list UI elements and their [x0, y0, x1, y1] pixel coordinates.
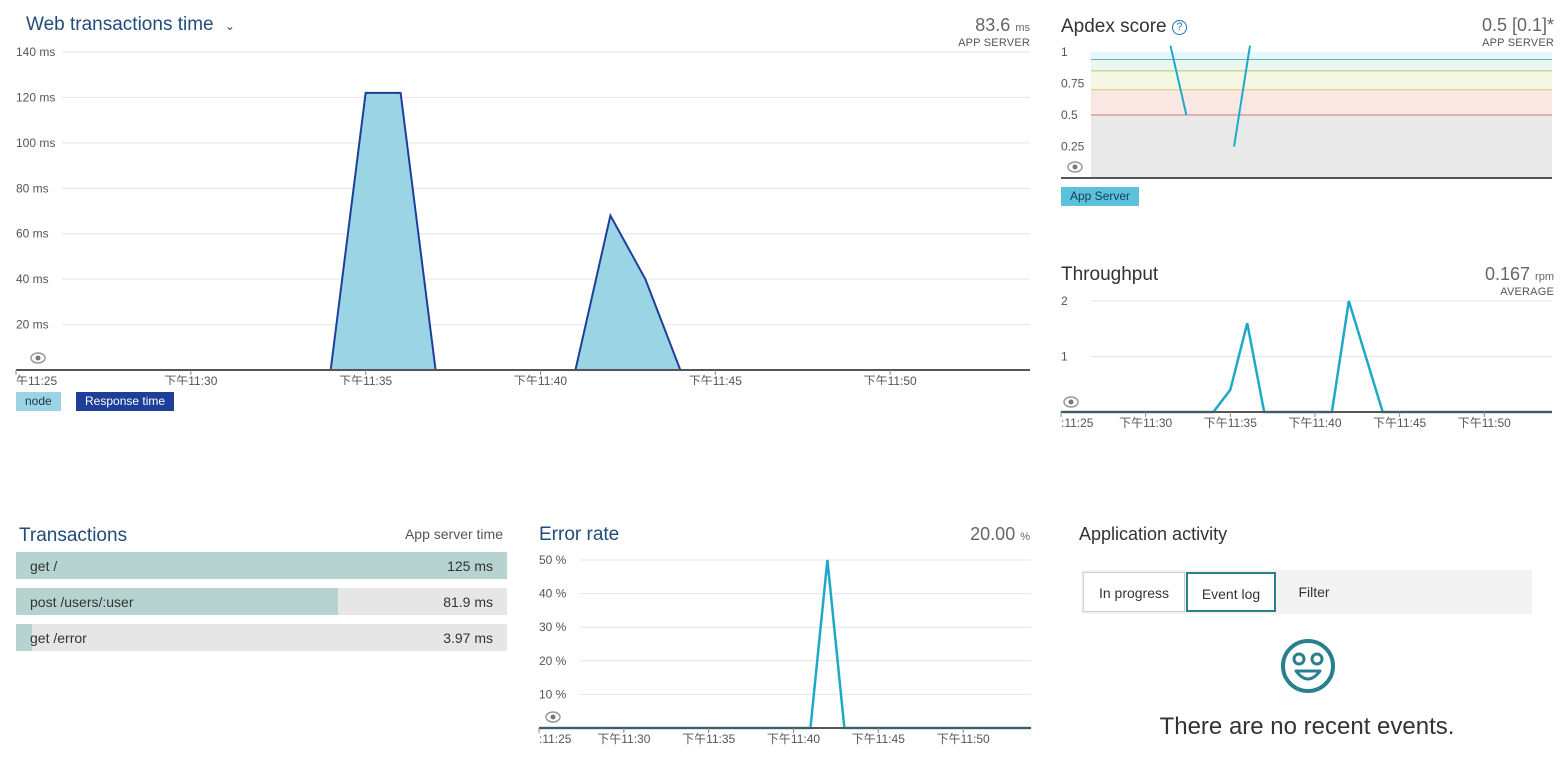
x-tick-label: :11:25	[539, 732, 572, 746]
y-tick-label: 1	[1061, 350, 1068, 364]
error-rate-metric: 20.00 %	[970, 524, 1030, 545]
smiley-icon	[1281, 639, 1335, 693]
no-events-message: There are no recent events.	[1159, 713, 1455, 740]
y-tick-label: 50 %	[539, 553, 567, 567]
tab-filter[interactable]: Filter	[1298, 584, 1330, 600]
y-tick-label: 1	[1061, 45, 1068, 59]
transactions-title[interactable]: Transactions	[19, 525, 128, 546]
zoom-reset-icon-pupil	[1068, 399, 1074, 405]
transaction-time: 125 ms	[447, 558, 493, 574]
node-area	[16, 92, 1030, 370]
throughput-chart[interactable]: 2 1 :11:25 下午11:30 下午11:35 下午11:40 下午11:45 下午11…	[1058, 290, 1558, 435]
transaction-row[interactable]: get / 125 ms	[16, 552, 507, 579]
apdex-title: Apdex score ?	[1061, 16, 1187, 38]
help-icon[interactable]: ?	[1171, 20, 1187, 35]
zoom-reset-icon-pupil	[1072, 164, 1078, 170]
transaction-name: get /	[30, 558, 58, 574]
apdex-line-segment	[1233, 45, 1251, 147]
legend-response-time[interactable]: Response time	[76, 392, 175, 411]
x-tick-label: 下午11:50	[1458, 416, 1511, 430]
apdex-band-unacceptable	[1091, 115, 1552, 178]
transaction-name: post /users/:user	[30, 594, 134, 610]
x-tick-label: 下午11:45	[689, 374, 742, 385]
y-tick-label: 140 ms	[16, 45, 55, 59]
y-tick-label: 40 %	[539, 587, 567, 601]
error-rate-line	[539, 559, 1031, 730]
transaction-time-bar	[16, 588, 338, 615]
x-tick-label: 下午11:35	[339, 374, 392, 385]
apdex-band-fair	[1091, 70, 1552, 90]
y-tick-label: 0.25	[1061, 140, 1085, 154]
transactions-column-label: App server time	[404, 526, 503, 542]
x-tick-label: :11:25	[1061, 416, 1094, 430]
transaction-name: get /error	[30, 630, 87, 646]
x-tick-label: 下午11:50	[937, 732, 990, 746]
y-tick-label: 30 %	[539, 620, 567, 634]
apdex-line-segment	[1169, 45, 1188, 116]
y-tick-label: 2	[1061, 294, 1068, 308]
apdex-chart[interactable]: 1 0.75 0.5 0.25	[1058, 42, 1558, 182]
x-tick-label: 下午11:35	[682, 732, 735, 746]
apdex-band-poor	[1091, 89, 1552, 115]
legend-node[interactable]: node	[16, 392, 61, 411]
tab-in-progress[interactable]: In progress	[1083, 572, 1185, 612]
web-transactions-title[interactable]: Web transactions time ⌄	[26, 14, 235, 36]
y-tick-label: 10 %	[539, 687, 567, 701]
error-rate-title[interactable]: Error rate	[539, 524, 620, 545]
web-transactions-title-text: Web transactions time	[26, 14, 214, 35]
throughput-title: Throughput	[1061, 264, 1159, 285]
x-tick-label: 下午11:30	[1119, 416, 1172, 430]
x-tick-label: 下午11:45	[1373, 416, 1426, 430]
activity-title: Application activity	[1079, 524, 1228, 544]
chevron-down-icon[interactable]: ⌄	[224, 19, 235, 33]
response-time-line	[16, 91, 1030, 371]
y-tick-label: 0.5	[1061, 108, 1078, 122]
y-tick-label: 20 ms	[16, 318, 49, 332]
throughput-metric-value: 0.167	[1484, 264, 1531, 284]
x-tick-label: 下午11:30	[164, 374, 217, 385]
apdex-band-good	[1091, 59, 1552, 71]
error-rate-metric-value: 20.00	[970, 524, 1016, 544]
web-transactions-metric-unit: ms	[1015, 22, 1030, 34]
throughput-metric-unit: rpm	[1535, 271, 1554, 283]
tab-event-log[interactable]: Event log	[1186, 572, 1276, 612]
y-tick-label: 40 ms	[16, 272, 49, 286]
error-rate-metric-unit: %	[1020, 531, 1030, 543]
x-tick-label: 下午11:35	[1204, 416, 1257, 430]
x-tick-label: 下午11:40	[514, 374, 567, 385]
web-transactions-metric-label: APP SERVER	[958, 37, 1030, 49]
x-tick-label: 下午11:40	[767, 732, 820, 746]
x-tick-label: 午11:25	[16, 374, 57, 385]
y-tick-label: 60 ms	[16, 227, 49, 241]
web-transactions-chart[interactable]: 140 ms 120 ms 100 ms 80 ms 60 ms 40 ms 20 ms 午1…	[0, 40, 1040, 385]
transaction-row[interactable]: post /users/:user 81.9 ms	[16, 588, 507, 615]
apdex-metric-value: 0.5 [0.1]*	[1481, 15, 1554, 35]
activity-tabs: In progress Event log Filter	[1081, 570, 1532, 614]
apdex-band-excellent	[1091, 52, 1552, 60]
throughput-metric: 0.167 rpm	[1485, 264, 1554, 285]
zoom-reset-icon-pupil	[35, 355, 41, 361]
transaction-time: 3.97 ms	[443, 630, 493, 646]
transaction-time-bar	[16, 552, 507, 579]
throughput-metric-label: AVERAGE	[1500, 286, 1554, 298]
y-tick-label: 120 ms	[16, 90, 55, 104]
y-tick-label: 100 ms	[16, 136, 55, 150]
web-transactions-metric-value: 83.6	[975, 15, 1011, 35]
x-tick-label: 下午11:30	[597, 732, 650, 746]
x-tick-label: 下午11:40	[1288, 416, 1341, 430]
zoom-reset-icon-pupil	[550, 714, 556, 720]
legend-app-server[interactable]: App Server	[1061, 187, 1140, 206]
transaction-row[interactable]: get /error 3.97 ms	[16, 624, 507, 651]
x-tick-label: 下午11:50	[864, 374, 917, 385]
y-tick-label: 0.75	[1061, 77, 1085, 91]
error-rate-chart[interactable]: 50 % 40 % 30 % 20 % 10 % :11:25 下午11:30 下午11:35…	[530, 548, 1040, 750]
apdex-metric-label: APP SERVER	[1482, 37, 1554, 49]
web-transactions-metric: 83.6 ms	[975, 15, 1030, 36]
y-tick-label: 80 ms	[16, 181, 49, 195]
apdex-title-text: Apdex score	[1061, 16, 1167, 37]
x-tick-label: 下午11:45	[852, 732, 905, 746]
transaction-time-bar	[16, 624, 32, 651]
y-tick-label: 20 %	[539, 654, 567, 668]
transaction-time: 81.9 ms	[443, 594, 493, 610]
